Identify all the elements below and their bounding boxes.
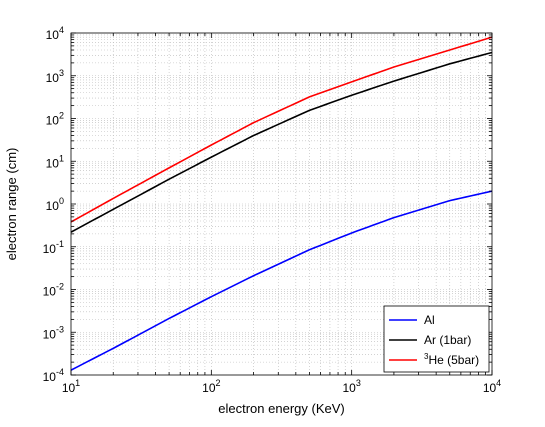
x-tick-label: 103 [342, 378, 360, 395]
legend-box [383, 305, 490, 373]
legend: Al Ar (1bar) 3He (5bar) [383, 305, 490, 373]
legend-entry: Al [424, 313, 435, 327]
legend-entry: 3He (5bar) [424, 352, 479, 367]
y-tick-label: 100 [46, 196, 64, 213]
x-axis-label: electron energy (KeV) [218, 401, 344, 416]
y-tick-label: 10-4 [43, 367, 64, 384]
x-tick-label: 104 [483, 378, 501, 395]
x-tick-label: 102 [202, 378, 220, 395]
series-layer [70, 36, 493, 371]
series-line [70, 36, 493, 223]
y-tick-label: 103 [46, 68, 64, 85]
x-tick-label: 101 [62, 378, 80, 395]
series-line [70, 190, 493, 371]
y-tick-label: 101 [46, 153, 64, 170]
y-tick-label: 104 [46, 25, 64, 42]
axis-ticks [70, 32, 493, 376]
y-tick-label: 102 [46, 111, 64, 128]
axis-tick-labels: 101 102 103 104 10-4 10-3 10-2 10-1 100 101 102 103… [43, 25, 502, 395]
y-tick-label: 10-1 [43, 239, 64, 256]
legend-entry: Ar (1bar) [424, 333, 471, 347]
series-line [70, 51, 493, 233]
y-tick-label: 10-2 [43, 282, 64, 299]
y-tick-label: 10-3 [43, 324, 64, 341]
y-axis-label: electron range (cm) [4, 148, 19, 261]
